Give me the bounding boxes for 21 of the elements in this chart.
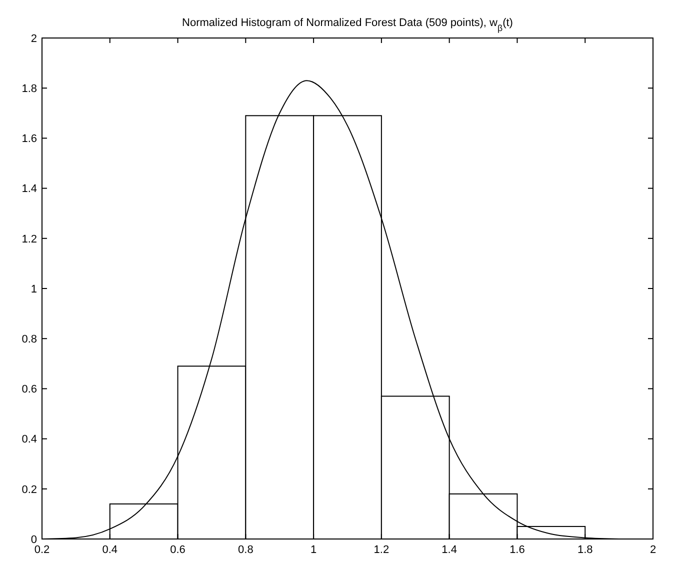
y-tick-label: 1.8: [22, 82, 37, 95]
x-tick-label: 1: [310, 544, 317, 556]
y-tick-label: 1.6: [22, 133, 37, 146]
y-tick-label: 0.4: [22, 434, 37, 446]
y-tick-label: 0.6: [22, 384, 37, 396]
x-tick-label: 1.8: [577, 544, 593, 556]
y-tick-label: 2: [30, 32, 37, 45]
x-tick-label: 0.6: [170, 544, 186, 556]
y-tick-label: 0: [30, 534, 37, 546]
y-tick-label: 1: [30, 283, 37, 296]
x-tick-label: 1.2: [374, 544, 390, 556]
x-tick-label: 2: [650, 544, 656, 556]
y-tick-label: 1.4: [22, 183, 37, 196]
x-tick-label: 0.4: [102, 544, 118, 556]
chart-title: Normalized Histogram of Normalized Forest Data (509 points), w$_{β}$(t): [182, 17, 513, 33]
x-tick-label: 1.6: [510, 544, 525, 556]
y-tick-label: 1.2: [22, 233, 37, 246]
y-tick-label: 0.2: [22, 484, 37, 496]
x-tick-label: 0.8: [238, 544, 254, 556]
x-tick-label: 1.4: [442, 544, 457, 556]
y-tick-label: 0.8: [22, 333, 37, 346]
